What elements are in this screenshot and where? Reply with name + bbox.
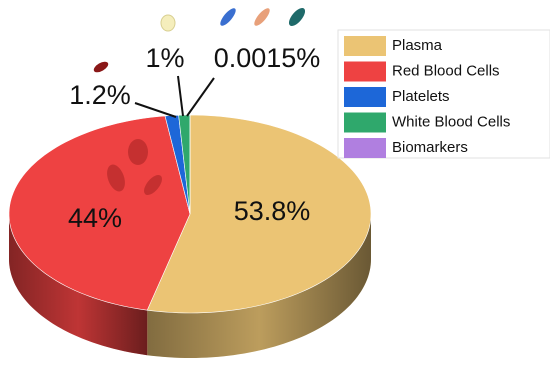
slice: [8, 115, 191, 311]
value-label: 53.8%: [234, 196, 311, 226]
value-label: 44%: [68, 203, 122, 233]
legend-swatch: [344, 61, 386, 82]
leader-line: [186, 77, 215, 117]
slice-side-shade: [147, 214, 371, 358]
leader-line: [177, 75, 184, 117]
legend-swatch: [344, 36, 386, 56]
rbc-icons: [107, 139, 162, 195]
legend-swatch: [344, 112, 386, 133]
slice: [146, 114, 372, 314]
value-label: 1.2%: [69, 80, 131, 110]
legend-swatch: [344, 138, 386, 158]
legend-label: Red Blood Cells: [392, 62, 500, 79]
value-label: 0.0015%: [214, 43, 321, 73]
legend-label: White Blood Cells: [392, 113, 510, 130]
slice-side-shade: [9, 214, 148, 356]
value-label: 1%: [145, 43, 184, 73]
leader-line: [134, 102, 177, 118]
legend-label: Platelets: [392, 88, 450, 105]
legend: Plasma Red Blood Cells Platelets White Bloo…: [337, 29, 550, 159]
legend-label: Plasma: [392, 37, 443, 54]
decor-icons: [93, 7, 306, 73]
legend-swatch: [344, 87, 386, 107]
legend-label: Biomarkers: [392, 139, 468, 156]
pie: 53.8% 44% 1.2% 1% 0.0015%: [8, 43, 372, 358]
